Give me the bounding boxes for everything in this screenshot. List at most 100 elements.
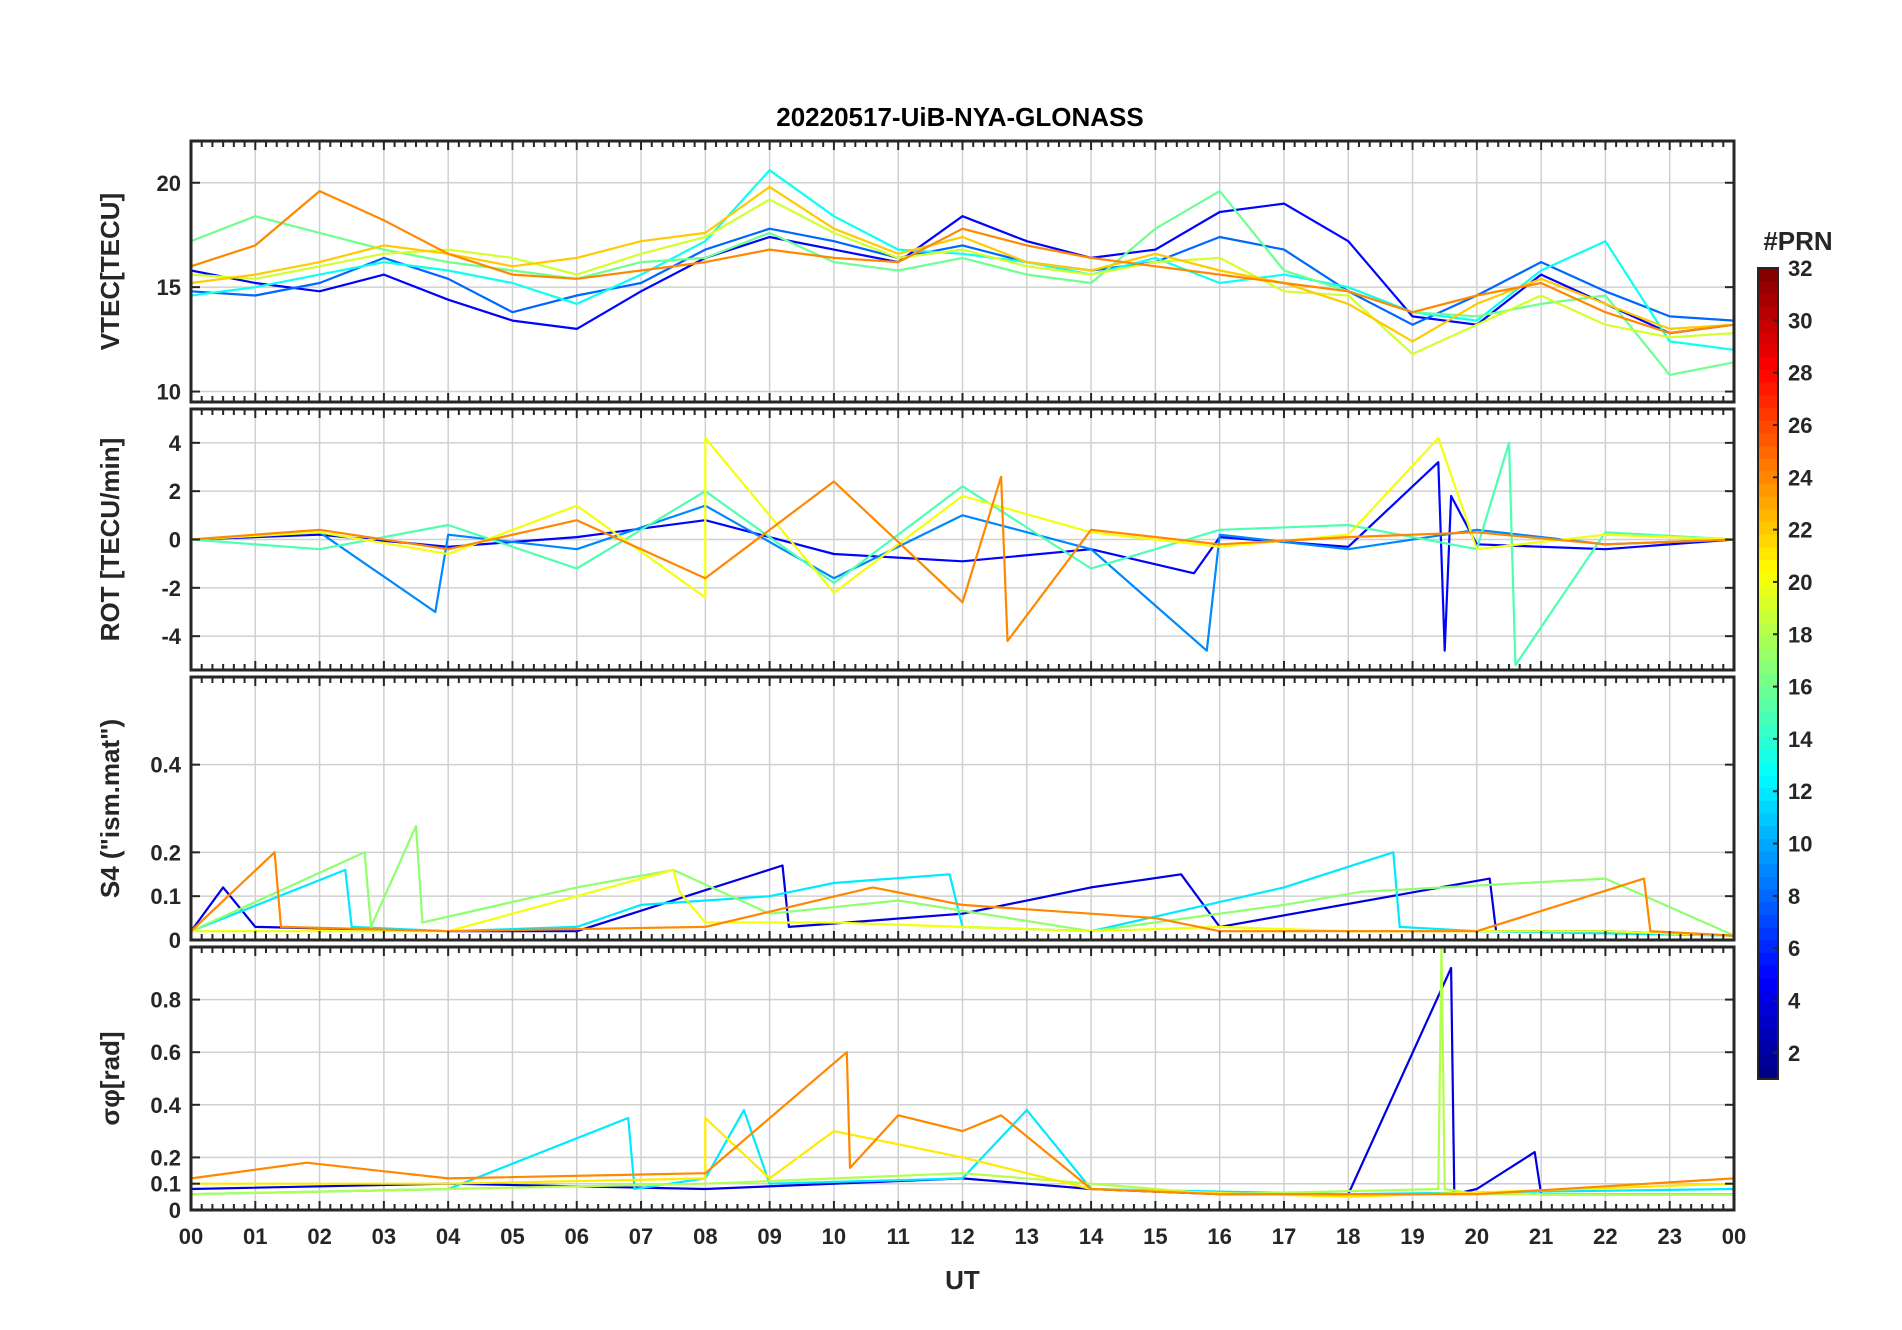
colorbar-segment bbox=[1758, 952, 1778, 966]
colorbar-segment bbox=[1758, 280, 1778, 294]
x-tick-label: 12 bbox=[950, 1224, 974, 1249]
colorbar-segment bbox=[1758, 356, 1778, 370]
series-line-prn-17 bbox=[191, 824, 1734, 937]
chart-title: 20220517-UiB-NYA-GLONASS bbox=[776, 102, 1144, 132]
series-line-prn-16 bbox=[191, 190, 1734, 376]
colorbar-tick-label: 10 bbox=[1788, 832, 1812, 857]
colorbar-tick-label: 2 bbox=[1788, 1041, 1800, 1066]
y-axis-label: S4 ("ism.mat") bbox=[95, 719, 125, 898]
x-tick-label: 23 bbox=[1657, 1224, 1681, 1249]
colorbar-segment bbox=[1758, 432, 1778, 447]
colorbar-segment bbox=[1758, 698, 1778, 713]
colorbar-tick-label: 8 bbox=[1788, 884, 1800, 909]
colorbar-segment bbox=[1758, 838, 1778, 852]
x-tick-label: 08 bbox=[693, 1224, 717, 1249]
colorbar-segment bbox=[1758, 648, 1778, 662]
colorbar-segment bbox=[1758, 293, 1778, 307]
colorbar-tick-label: 18 bbox=[1788, 622, 1812, 647]
colorbar-segment bbox=[1758, 724, 1778, 738]
colorbar-segment bbox=[1758, 546, 1778, 561]
x-axis: 00 01 02 03 04 05 06 07 08 09 10 11 12 13 14 15 16 17 18 19… bbox=[179, 1224, 1746, 1295]
colorbar-segment bbox=[1758, 977, 1778, 991]
colorbar-segment bbox=[1758, 394, 1778, 408]
panel-s4: 0 0.1 0.2 0.4 S4 ("ism.mat") bbox=[95, 675, 1736, 953]
colorbar-segment bbox=[1758, 901, 1778, 915]
y-axis-label: σφ[rad] bbox=[95, 1031, 125, 1125]
y-tick-label: 0.4 bbox=[150, 753, 181, 778]
x-tick-label: 16 bbox=[1207, 1224, 1231, 1249]
series-line-prn-9 bbox=[191, 504, 1734, 652]
series-line-prn-21 bbox=[191, 1116, 1734, 1198]
series-group bbox=[191, 947, 1734, 1198]
y-tick-label: 0.4 bbox=[150, 1093, 181, 1118]
colorbar-segment bbox=[1758, 762, 1778, 776]
colorbar-segment bbox=[1758, 711, 1778, 725]
series-group bbox=[191, 169, 1734, 376]
colorbar-segment bbox=[1758, 825, 1778, 839]
colorbar-segment bbox=[1758, 344, 1778, 358]
y-tick-label: 15 bbox=[157, 275, 181, 300]
colorbar-segment bbox=[1758, 622, 1778, 637]
y-tick-label: 0.6 bbox=[150, 1040, 181, 1065]
plot-frame bbox=[189, 407, 1736, 672]
x-tick-label: 19 bbox=[1400, 1224, 1424, 1249]
colorbar-segment bbox=[1758, 496, 1778, 510]
colorbar-segment bbox=[1758, 863, 1778, 877]
colorbar-tick-label: 4 bbox=[1788, 989, 1801, 1014]
colorbar-tick-label: 6 bbox=[1788, 936, 1800, 961]
series-line-prn-13 bbox=[191, 169, 1734, 351]
x-tick-label: 03 bbox=[372, 1224, 396, 1249]
colorbar-segment bbox=[1758, 939, 1778, 953]
colorbar-segment bbox=[1758, 572, 1778, 586]
colorbar-segment bbox=[1758, 597, 1778, 611]
colorbar-segment bbox=[1758, 470, 1778, 485]
colorbar-segment bbox=[1758, 483, 1778, 497]
colorbar-segment bbox=[1758, 850, 1778, 865]
colorbar-tick-label: 14 bbox=[1788, 727, 1813, 752]
colorbar-segment bbox=[1758, 800, 1778, 814]
colorbar-segment bbox=[1758, 1053, 1778, 1067]
series-line-prn-24 bbox=[191, 851, 1734, 937]
colorbar-segment bbox=[1758, 1040, 1778, 1055]
panel-vtec: 10 15 20 VTEC[TECU] bbox=[95, 139, 1736, 405]
colorbar-tick-label: 16 bbox=[1788, 675, 1812, 700]
y-tick-label: -4 bbox=[161, 624, 181, 649]
colorbar-segment bbox=[1758, 584, 1778, 599]
series-line-prn-24 bbox=[191, 475, 1734, 643]
y-tick-label: 10 bbox=[157, 380, 181, 405]
colorbar-tick-label: 26 bbox=[1788, 413, 1812, 438]
colorbar-segment bbox=[1758, 686, 1778, 700]
colorbar-tick-label: 20 bbox=[1788, 570, 1812, 595]
colorbar-segment bbox=[1758, 990, 1778, 1004]
y-tick-label: 0 bbox=[169, 1198, 181, 1223]
colorbar-segment bbox=[1758, 407, 1778, 421]
colorbar-segment bbox=[1758, 914, 1778, 928]
x-tick-label: 09 bbox=[757, 1224, 781, 1249]
series-line-prn-18 bbox=[191, 947, 1734, 1196]
x-tick-label: 07 bbox=[629, 1224, 653, 1249]
x-tick-label: 00 bbox=[1722, 1224, 1746, 1249]
colorbar-segment bbox=[1758, 1028, 1778, 1042]
x-tick-label: 04 bbox=[436, 1224, 461, 1249]
colorbar-segment bbox=[1758, 1002, 1778, 1017]
colorbar-segment bbox=[1758, 369, 1778, 383]
x-tick-label: 13 bbox=[1015, 1224, 1039, 1249]
y-tick-label: 0.8 bbox=[150, 988, 181, 1013]
y-tick-label: 0 bbox=[169, 928, 181, 953]
series-line-prn-24 bbox=[191, 1051, 1734, 1196]
plot-frame bbox=[189, 139, 1736, 404]
x-tick-label: 01 bbox=[243, 1224, 267, 1249]
colorbar-segment bbox=[1758, 673, 1778, 687]
colorbar-tick-label: 12 bbox=[1788, 779, 1812, 804]
colorbar-tick-label: 32 bbox=[1788, 256, 1812, 281]
series-line-prn-24 bbox=[191, 190, 1734, 335]
x-tick-label: 20 bbox=[1465, 1224, 1489, 1249]
x-tick-label: 18 bbox=[1336, 1224, 1360, 1249]
colorbar-segment bbox=[1758, 749, 1778, 763]
x-tick-label: 22 bbox=[1593, 1224, 1617, 1249]
colorbar-segment bbox=[1758, 635, 1778, 649]
colorbar-segment bbox=[1758, 876, 1778, 890]
x-tick-label: 11 bbox=[887, 1224, 910, 1249]
colorbar-frame bbox=[1757, 267, 1779, 1080]
